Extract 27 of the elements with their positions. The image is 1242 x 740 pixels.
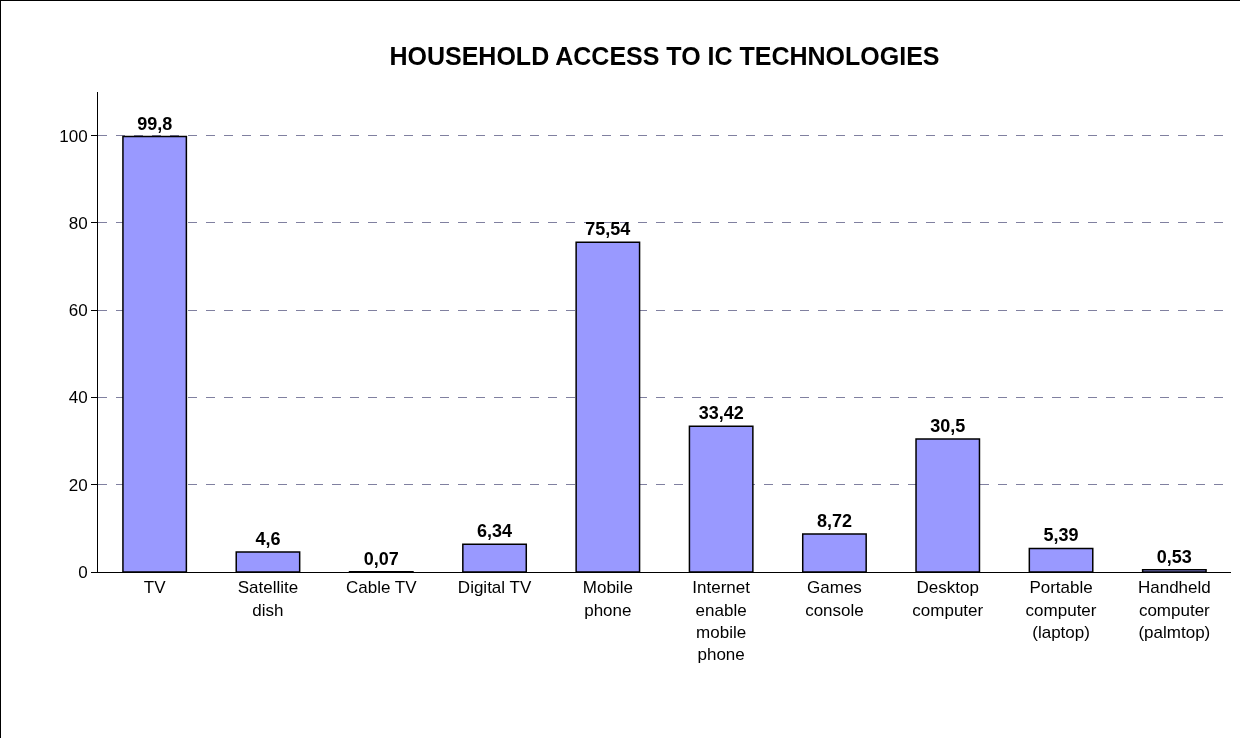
y-tick-label: 60 (68, 301, 88, 321)
data-label: 99,8 (137, 113, 173, 134)
data-label: 8,72 (816, 510, 852, 531)
data-label: 5,39 (1043, 525, 1079, 546)
x-tick-label: Handheld computer (palmtop) (1137, 578, 1211, 642)
y-tick-label: 0 (78, 562, 88, 582)
data-label: 33,42 (698, 403, 744, 424)
data-label: 75,54 (585, 219, 631, 240)
x-tick-label: Games console (805, 578, 864, 620)
data-label: 0,53 (1156, 546, 1192, 567)
x-tick-label: Cable TV (345, 578, 418, 598)
chart-title: HOUSEHOLD ACCESS TO IC TECHNOLOGIES (389, 41, 940, 70)
x-tick-label: TV (143, 578, 167, 598)
x-tick-label: Internet enable mobile phone (692, 578, 751, 664)
x-tick-label: Desktop computer (912, 578, 984, 620)
x-tick-label: Satellite dish (237, 578, 299, 620)
x-tick-label: Portable computer (laptop) (1025, 578, 1097, 642)
data-label: 6,34 (477, 521, 513, 542)
data-label: 0,07 (363, 548, 399, 569)
x-tick-label: Digital TV (457, 578, 532, 598)
y-tick-label: 20 (68, 475, 88, 495)
data-label: 30,5 (930, 415, 966, 436)
y-tick-label: 80 (68, 213, 88, 233)
y-tick-label: 100 (59, 126, 88, 146)
data-label: 4,6 (255, 528, 281, 549)
x-tick-label: Mobile phone (582, 578, 633, 620)
y-tick-label: 40 (68, 388, 88, 408)
